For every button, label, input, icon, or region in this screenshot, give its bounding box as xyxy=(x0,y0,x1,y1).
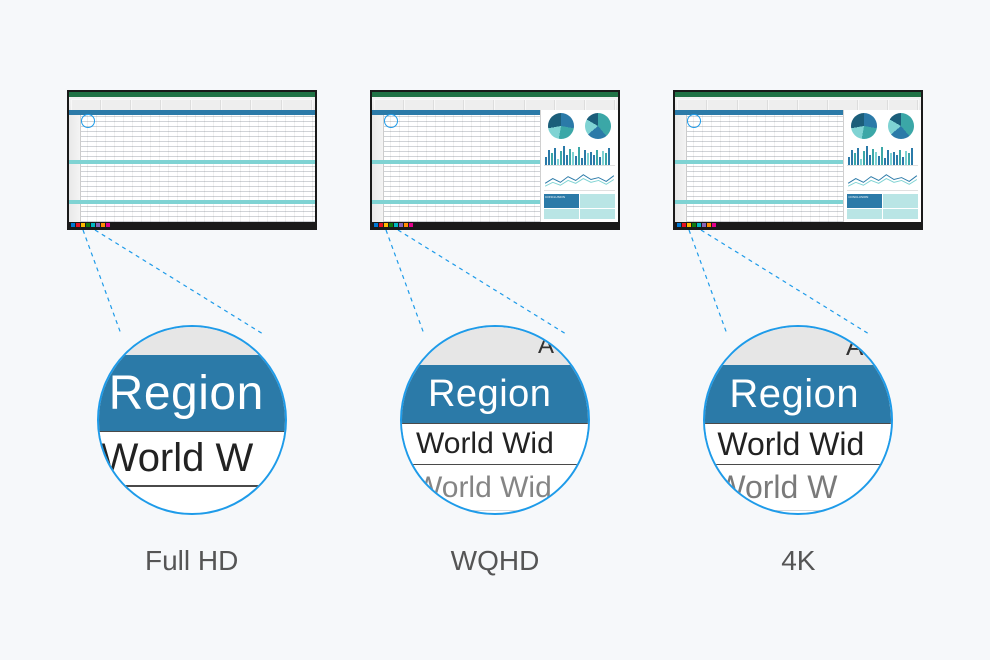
cell-row-2: World W xyxy=(705,465,891,511)
comparison-panels-row: Region World W Full HD xyxy=(0,0,990,577)
cell-row-1: World W xyxy=(99,431,285,487)
conclusion-block: CONCLUSION xyxy=(847,194,918,219)
cell-header-region: Region xyxy=(99,355,285,431)
pie-chart-2 xyxy=(585,113,611,139)
windows-taskbar xyxy=(69,222,315,228)
bar-chart xyxy=(544,144,615,166)
panel-4k: CONCLUSION A Region World Wid xyxy=(667,90,930,577)
cell-row-2: World Wid xyxy=(402,465,588,511)
line-chart xyxy=(544,169,615,191)
magnifier-4k: A Region World Wid World W xyxy=(703,325,893,515)
monitor-wqhd: CONCLUSION xyxy=(370,90,620,230)
cell-header-region: Region xyxy=(705,365,891,423)
monitor-4k: CONCLUSION xyxy=(673,90,923,230)
resolution-label-fullhd: Full HD xyxy=(145,545,238,577)
magnifier-wqhd: A Region World Wid World Wid xyxy=(400,325,590,515)
column-header xyxy=(99,327,285,355)
cell-row-1: World Wid xyxy=(402,423,588,465)
windows-taskbar xyxy=(372,222,618,228)
bar-chart xyxy=(847,144,918,166)
windows-taskbar xyxy=(675,222,921,228)
charts-panel: CONCLUSION xyxy=(540,110,618,222)
zoom-source-circle xyxy=(81,114,95,128)
pie-chart-1 xyxy=(548,113,574,139)
monitor-fullhd xyxy=(67,90,317,230)
resolution-label-4k: 4K xyxy=(781,545,815,577)
magnifier-fullhd: Region World W xyxy=(97,325,287,515)
resolution-label-wqhd: WQHD xyxy=(451,545,540,577)
spreadsheet-grid xyxy=(69,110,315,222)
charts-panel: CONCLUSION xyxy=(843,110,921,222)
column-header: A xyxy=(705,327,891,365)
spreadsheet-grid xyxy=(675,110,843,222)
pie-chart-1 xyxy=(851,113,877,139)
pie-chart-2 xyxy=(888,113,914,139)
line-chart xyxy=(847,169,918,191)
zoom-connector-lines xyxy=(370,230,620,335)
zoom-source-circle xyxy=(384,114,398,128)
zoom-connector-lines xyxy=(673,230,923,335)
panel-wqhd: CONCLUSION A Region World Wid xyxy=(363,90,626,577)
cell-header-region: Region xyxy=(402,365,588,423)
column-header: A xyxy=(402,327,588,365)
zoom-connector-lines xyxy=(67,230,317,335)
spreadsheet-grid xyxy=(372,110,540,222)
cell-row-1: World Wid xyxy=(705,423,891,465)
panel-fullhd: Region World W Full HD xyxy=(60,90,323,577)
conclusion-block: CONCLUSION xyxy=(544,194,615,219)
